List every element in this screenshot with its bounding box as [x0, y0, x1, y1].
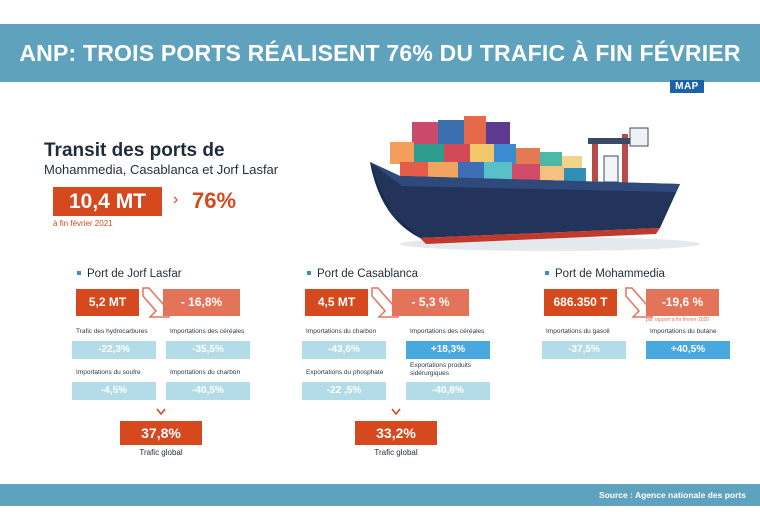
transit-title: Transit des ports de: [44, 140, 225, 161]
casa-item-3-value: -22 ,5%: [302, 382, 386, 400]
total-volume-box: 10,4 MT: [53, 187, 162, 216]
port-moha-change: -19,6 %: [646, 289, 719, 316]
port-moha-volume: 686.350 T: [544, 289, 617, 316]
casa-item-1-value: -43,6%: [302, 341, 386, 359]
jorf-item-4-label: Importations du charbon: [170, 369, 241, 376]
transit-subtitle: Mohammedia, Casablanca et Jorf Lasfar: [44, 162, 279, 177]
port-jorf-change: - 16,8%: [163, 289, 240, 316]
port-jorf-global-label: Trafic global: [139, 448, 183, 457]
jorf-item-3-label: Importations du soufre: [76, 369, 141, 376]
jorf-item-2-label: Importations des céréales: [170, 328, 245, 335]
port-jorf-global: 37,8%: [120, 421, 202, 445]
port-casa-name: Port de Casablanca: [317, 268, 419, 280]
moha-item-1-label: Importations du gasoil: [546, 328, 610, 335]
jorf-item-1-value: -22,3%: [72, 341, 156, 359]
casa-item-2-label: Importations des céréales: [410, 328, 485, 335]
casa-item-4-label: Exportations produits sidérurgiques: [410, 362, 472, 377]
page-title: ANP: TROIS PORTS RÉALISENT 76% DU TRAFIC…: [19, 40, 741, 66]
chevron-down-icon: [391, 408, 401, 416]
footer-bar: [0, 484, 760, 506]
casa-item-4-value: -40,6%: [406, 382, 490, 400]
casa-item-1-label: Importations du charbon: [306, 328, 377, 335]
arrow-down-icon: [142, 287, 170, 318]
map-logo: MAP: [670, 80, 704, 93]
total-date: à fin février 2021: [53, 219, 113, 228]
total-share: 76%: [192, 188, 237, 213]
bullet-icon: [77, 270, 81, 275]
source-note: Source : Agence nationale des ports: [598, 490, 746, 500]
port-jorf-title: Port de Jorf Lasfar: [77, 268, 182, 280]
port-moha-title: Port de Mohammedia: [545, 268, 665, 280]
port-casa-global: 33,2%: [355, 421, 437, 445]
port-casa-global-label: Trafic global: [374, 448, 418, 457]
jorf-item-2-value: -35,5%: [166, 341, 250, 359]
header-bar: [0, 24, 760, 82]
port-casa-title: Port de Casablanca: [307, 268, 418, 280]
port-moha-name: Port de Mohammedia: [555, 268, 665, 280]
port-casa-volume: 4,5 MT: [305, 289, 368, 316]
moha-item-2-value: +40,5%: [646, 341, 730, 359]
port-moha-change-note: par rapport à fin février 2020: [646, 317, 710, 323]
bullet-icon: [307, 270, 311, 275]
jorf-item-3-value: -4,5%: [72, 382, 156, 400]
arrow-down-icon: [371, 287, 399, 318]
chevron-right-icon: ›: [173, 191, 179, 208]
port-jorf-name: Port de Jorf Lasfar: [87, 268, 182, 280]
casa-item-2-value: +18,3%: [406, 341, 490, 359]
moha-item-2-label: Importations du butane: [650, 328, 717, 335]
jorf-item-4-value: -40,5%: [166, 382, 250, 400]
chevron-down-icon: [156, 408, 166, 416]
port-casa-change: - 5,3 %: [392, 289, 469, 316]
moha-item-1-value: -37,5%: [542, 341, 626, 359]
bullet-icon: [545, 270, 549, 275]
jorf-item-1-label: Trafic des hydrocarbures: [76, 328, 148, 335]
casa-item-3-label: Exportations du phosphate: [306, 369, 384, 376]
port-jorf-volume: 5,2 MT: [76, 289, 139, 316]
cargo-ship-illustration: [370, 116, 700, 251]
arrow-down-icon: [625, 287, 653, 318]
